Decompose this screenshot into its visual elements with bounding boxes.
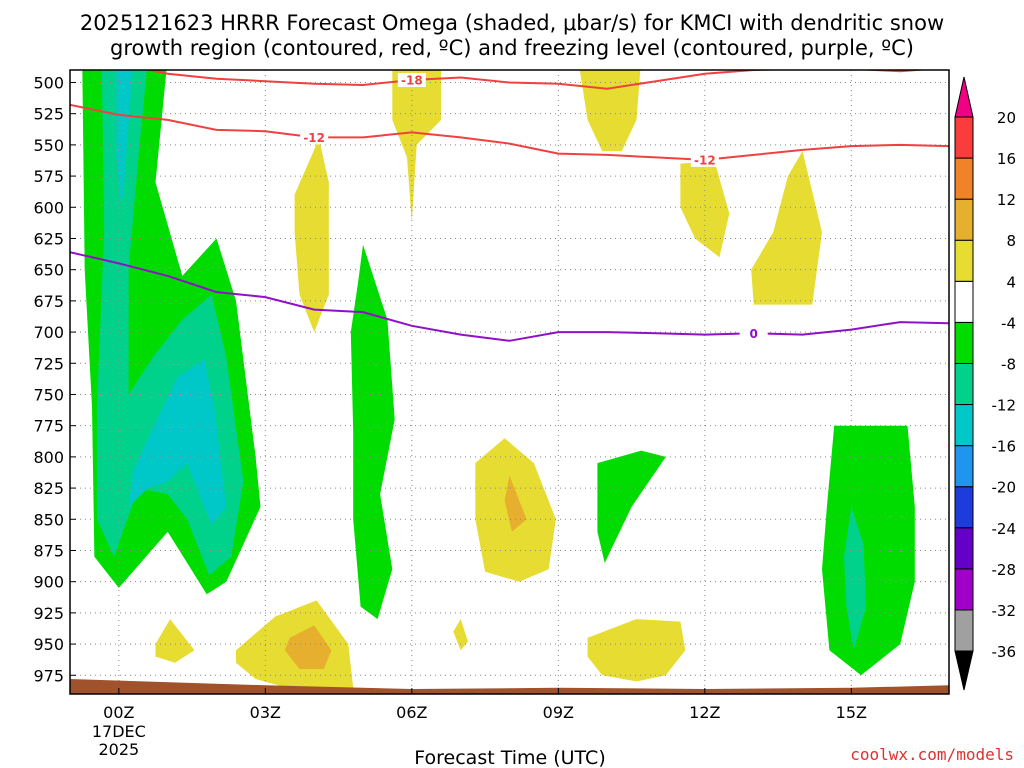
shaded-region-descent-yellow-12z <box>680 161 730 258</box>
x-tick-sublabel-date: 17DEC <box>92 722 146 741</box>
shaded-region-descent-orange-04z-low <box>284 625 332 669</box>
contour-label-dgz-minus-18-1: -18 <box>401 73 423 87</box>
colorbar-segment--28 <box>954 527 974 570</box>
shaded-region-descent-yellow-14z <box>751 151 822 305</box>
contour-label-freezing-level-0-1: 0 <box>749 327 757 341</box>
colorbar-segment--20 <box>954 445 974 488</box>
shaded-region-ascent-cyan-top <box>116 70 133 208</box>
colorbar-segment--12 <box>954 362 974 406</box>
colorbar-segment-8 <box>954 198 974 241</box>
y-tick-label-850: 850 <box>33 510 64 529</box>
contour-freezing-level-0 <box>70 251 949 342</box>
colorbar-label-12: 12 <box>997 191 1016 209</box>
chart-title-line-2: growth region (contoured, red, ºC) and f… <box>110 36 914 60</box>
ground-surface <box>70 679 949 694</box>
y-tick-label-975: 975 <box>33 666 64 685</box>
colorbar-label--32: -32 <box>992 602 1017 620</box>
contour-label-bg-dgz-minus-12-1 <box>300 130 329 145</box>
colorbar-label--4: -4 <box>1001 314 1016 332</box>
credit-link[interactable]: coolwx.com/models <box>850 745 1014 764</box>
colorbar-label--12: -12 <box>992 397 1017 415</box>
colorbar-label--28: -28 <box>992 561 1017 579</box>
y-tick-label-775: 775 <box>33 417 64 436</box>
y-tick-label-900: 900 <box>33 573 64 592</box>
contour-label-bg-freezing-level-0-1 <box>739 326 768 341</box>
plot-frame <box>69 69 950 695</box>
y-axis: 500 525 550 575 600 625 650 675 700 725 750 775 800 8… <box>33 73 76 685</box>
x-tick-label-00Z: 00Z <box>103 703 134 722</box>
x-tick-label-03Z: 03Z <box>250 703 281 722</box>
y-tick-label-825: 825 <box>33 479 64 498</box>
colorbar-label-4: 4 <box>1006 273 1016 291</box>
y-tick-label-525: 525 <box>33 105 64 124</box>
contour-label-bg-dgz-minus-18-1 <box>397 72 426 87</box>
x-tick-label-12Z: 12Z <box>689 703 720 722</box>
y-tick-label-650: 650 <box>33 261 64 280</box>
colorbar-segment-above <box>954 76 974 118</box>
colorbar-label--16: -16 <box>992 438 1017 456</box>
shaded-region-descent-yellow-07z <box>453 619 468 651</box>
shaded-region-descent-yellow-04z <box>294 138 329 333</box>
x-tick-label-09Z: 09Z <box>543 703 574 722</box>
shaded-region-descent-yellow-11z <box>587 619 686 682</box>
colorbar-segment-below <box>954 650 974 691</box>
colorbar-segment-16 <box>954 116 974 159</box>
omega-shading-layer <box>82 70 915 694</box>
shaded-region-ascent-green-10z <box>597 450 666 563</box>
colorbar-label-16: 16 <box>997 150 1016 168</box>
colorbar-segment--36 <box>954 609 974 652</box>
y-tick-label-950: 950 <box>33 635 64 654</box>
x-tick-label-06Z: 06Z <box>396 703 427 722</box>
y-tick-label-625: 625 <box>33 229 64 248</box>
colorbar-segment--16 <box>954 404 974 447</box>
y-tick-label-675: 675 <box>33 292 64 311</box>
colorbar-segment--4 <box>954 280 974 323</box>
shaded-region-descent-yellow-06z <box>392 70 442 223</box>
colorbar-label-8: 8 <box>1006 232 1016 250</box>
contour-layer: -18 -12 -12 0 <box>70 70 949 342</box>
shaded-region-descent-orange-08z <box>504 475 527 532</box>
contour-label-dgz-minus-12-2: -12 <box>694 153 716 167</box>
shaded-region-descent-yellow-10z <box>579 70 641 152</box>
colorbar-label--20: -20 <box>992 479 1017 497</box>
shaded-region-ascent-cyan-mid <box>128 359 227 526</box>
contour-dgz-minus-18 <box>144 70 930 90</box>
colorbar-segment--24 <box>954 486 974 529</box>
colorbar-segment--32 <box>954 568 974 611</box>
colorbar-segment--8 <box>954 321 974 364</box>
y-tick-label-800: 800 <box>33 448 64 467</box>
colorbar-label-20: 20 <box>997 109 1016 127</box>
chart-title-line-1: 2025121623 HRRR Forecast Omega (shaded, … <box>79 11 945 35</box>
y-tick-label-500: 500 <box>33 73 64 92</box>
contour-dgz-minus-12 <box>70 103 949 161</box>
colorbar-label--36: -36 <box>992 643 1017 661</box>
ground-layer <box>70 679 949 694</box>
x-tick-sublabel-year: 2025 <box>98 740 139 759</box>
colorbar-label--8: -8 <box>1001 355 1016 373</box>
colorbar-segment-4 <box>954 239 974 282</box>
x-axis-label: Forecast Time (UTC) <box>414 747 605 768</box>
shaded-region-ascent-green-05z <box>350 244 395 620</box>
shaded-region-descent-yellow-02z <box>155 619 195 663</box>
colorbar-segment-12 <box>954 157 974 200</box>
y-tick-label-550: 550 <box>33 136 64 155</box>
y-tick-label-725: 725 <box>33 354 64 373</box>
contour-label-dgz-minus-12-1: -12 <box>303 131 325 145</box>
y-tick-label-750: 750 <box>33 385 64 404</box>
colorbar-label--24: -24 <box>992 520 1017 538</box>
grid-layer <box>70 70 949 694</box>
contour-label-bg-dgz-minus-12-2 <box>690 152 719 167</box>
x-tick-label-15Z: 15Z <box>836 703 867 722</box>
y-tick-label-575: 575 <box>33 167 64 186</box>
y-tick-label-875: 875 <box>33 541 64 560</box>
colorbar: -36 -32 -28 -24 -20 -16 -12 -8 -4 4 8 12 16 20 <box>954 76 1017 691</box>
y-tick-label-925: 925 <box>33 604 64 623</box>
shaded-region-ascent-teal-15z <box>844 506 866 651</box>
y-tick-label-600: 600 <box>33 198 64 217</box>
y-tick-label-700: 700 <box>33 323 64 342</box>
